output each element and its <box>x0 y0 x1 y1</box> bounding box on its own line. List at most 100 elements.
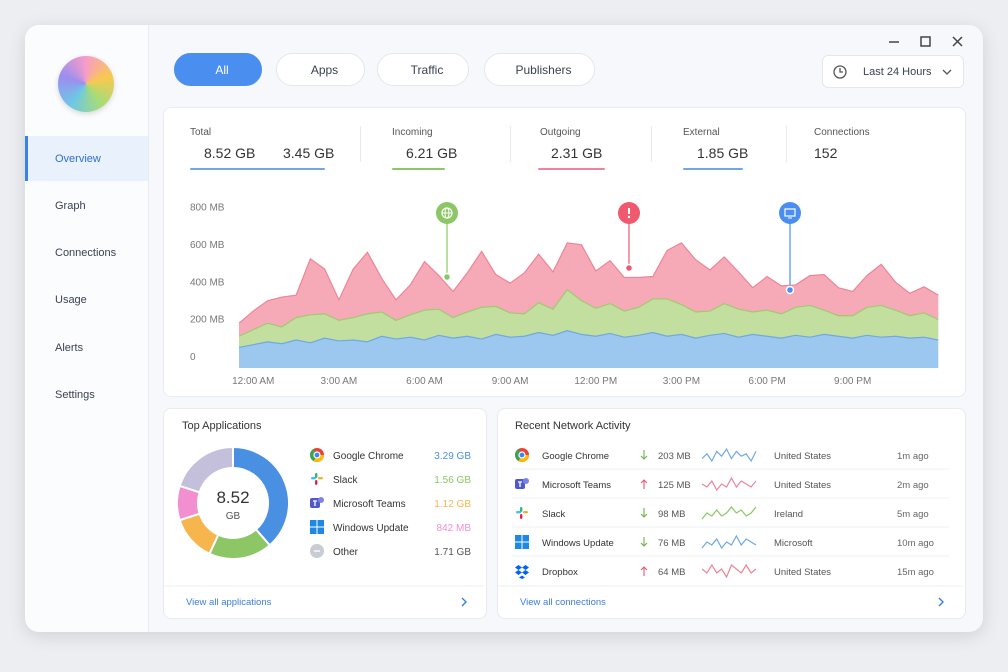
app-name: Microsoft Teams <box>542 480 611 491</box>
chevron <box>943 69 952 75</box>
app-name: Microsoft Teams <box>333 499 406 510</box>
divider <box>786 126 787 162</box>
donut-slice <box>178 512 220 556</box>
amount: 76 MB <box>658 538 685 549</box>
top-apps-card <box>163 408 487 619</box>
direction-arrow <box>640 537 648 547</box>
filter-pill[interactable]: Apps <box>276 53 365 86</box>
filter-pill[interactable]: Publishers <box>484 53 595 86</box>
x-tick-label: 9:00 PM <box>834 376 871 387</box>
footer-link[interactable]: View all connections <box>520 597 606 608</box>
area-fill <box>239 330 939 368</box>
location: Ireland <box>774 509 803 520</box>
x-tick-label: 9:00 AM <box>492 376 529 387</box>
donut-center-unit: GB <box>226 511 241 522</box>
chevron[interactable] <box>938 597 944 607</box>
y-tick-label: 800 MB <box>190 203 225 214</box>
nav-item[interactable]: Overview <box>25 136 148 181</box>
chevron[interactable] <box>461 597 467 607</box>
app-value: 1.12 GB <box>434 499 471 510</box>
nav-label: Settings <box>55 389 95 401</box>
event-icon <box>784 208 796 219</box>
stat-label: Connections <box>814 127 870 138</box>
underline <box>683 168 743 170</box>
direction-arrow <box>640 479 648 489</box>
stat-label: Outgoing <box>540 127 581 138</box>
footer-link[interactable]: View all applications <box>186 597 272 608</box>
area-fill <box>239 242 939 337</box>
underline <box>392 168 445 170</box>
x-tick-label: 6:00 PM <box>748 376 785 387</box>
stat-label: Total <box>190 127 212 138</box>
amount: 125 MB <box>658 480 691 491</box>
nav-item[interactable]: Settings <box>25 373 148 418</box>
app-name: Windows Update <box>333 523 409 534</box>
y-tick-label: 200 MB <box>190 315 225 326</box>
event-icon <box>627 208 631 219</box>
amount: 98 MB <box>658 509 685 520</box>
area-line <box>238 242 939 324</box>
nav-item[interactable]: Graph <box>25 183 148 228</box>
event-dot <box>442 272 452 282</box>
activity-card <box>497 408 966 619</box>
direction-arrow <box>640 450 648 460</box>
filter-pill[interactable]: All <box>174 53 262 86</box>
x-tick-label: 6:00 AM <box>406 376 443 387</box>
stat-value: 152 <box>814 145 838 161</box>
app-name: Google Chrome <box>333 451 404 462</box>
nav-label: Overview <box>55 152 101 165</box>
x-tick-label: 12:00 PM <box>574 376 617 387</box>
location: United States <box>774 451 831 462</box>
location: United States <box>774 480 831 491</box>
nav-label: Connections <box>55 247 117 260</box>
filter-pill[interactable]: Traffic <box>377 53 469 86</box>
app-value: 1.56 GB <box>434 475 471 486</box>
nav-label: Alerts <box>55 341 84 354</box>
app-value: 3.29 GB <box>434 451 471 462</box>
activity-list: Google Chrome 203 MB United States 1m ago Mi… <box>498 447 963 608</box>
nav-item[interactable]: Alerts <box>25 325 148 370</box>
app-name: Slack <box>333 475 358 486</box>
area-line <box>238 288 939 337</box>
app-icon <box>515 448 529 462</box>
divider <box>510 126 511 162</box>
sidebar <box>25 25 149 632</box>
donut-slice <box>178 445 234 494</box>
event-dot <box>785 285 795 295</box>
card-title: Top Applications <box>182 420 262 432</box>
filter-label: Publishers <box>515 62 572 77</box>
event-marker[interactable] <box>779 202 801 224</box>
direction-arrow <box>640 508 648 518</box>
clock-icon <box>833 64 847 79</box>
sparkline <box>701 476 757 492</box>
stat-value: 6.21 GB <box>406 145 458 161</box>
time-range[interactable]: Last 24 Hours <box>822 55 964 88</box>
location: United States <box>774 567 831 578</box>
sparkline <box>701 563 757 579</box>
logo <box>58 56 114 112</box>
app-icon <box>515 535 529 549</box>
location: Microsoft <box>774 538 813 549</box>
amount: 203 MB <box>658 451 691 462</box>
underline <box>538 168 605 170</box>
nav-label: Usage <box>55 294 87 307</box>
app-icon <box>310 520 324 534</box>
time: 5m ago <box>897 509 929 520</box>
maximize[interactable] <box>920 36 931 47</box>
divider <box>651 126 652 162</box>
time: 2m ago <box>897 480 929 491</box>
nav-item[interactable]: Connections <box>25 231 148 276</box>
time: 10m ago <box>897 538 934 549</box>
app-icon <box>515 565 529 579</box>
close[interactable] <box>952 36 963 47</box>
traffic-chart: 0 200 MB 400 MB 600 MB 800 MB 12:00 AM 3:00 AM… <box>190 202 939 387</box>
stat-label: Incoming <box>392 127 433 138</box>
stat-label: External <box>683 127 720 138</box>
nav-item[interactable]: Usage <box>25 278 148 323</box>
time-range-label: Last 24 Hours <box>863 65 932 78</box>
event-dot <box>624 263 634 273</box>
sparkline <box>701 534 757 550</box>
window-controls <box>889 36 963 47</box>
app-name: Slack <box>542 509 565 520</box>
